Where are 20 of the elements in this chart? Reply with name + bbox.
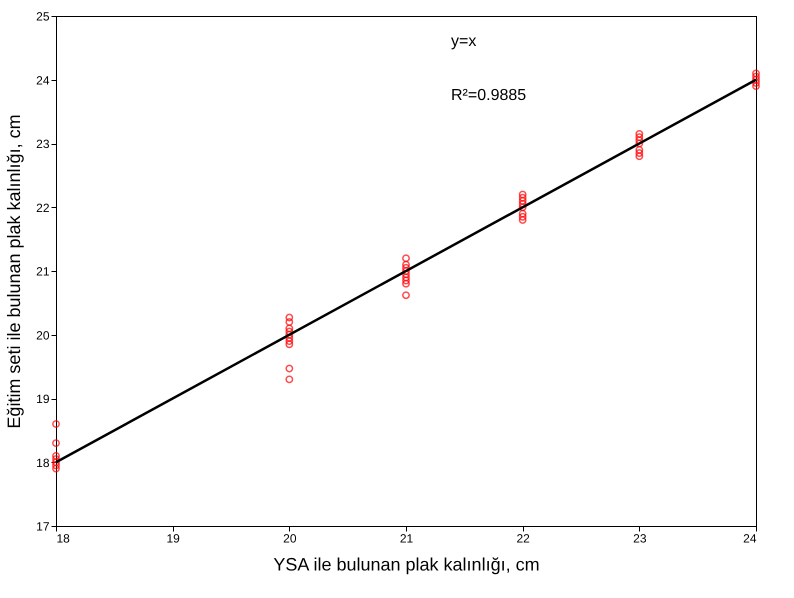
x-tick-label: 22 [516, 532, 530, 546]
y-tick-label: 20 [36, 328, 50, 342]
y-axis-title: Eğitim seti ile bulunan plak kalınlığı, cm [4, 114, 24, 429]
y-tick-label: 17 [36, 520, 50, 534]
y-tick-label: 21 [36, 264, 50, 278]
y-tick-label: 18 [36, 456, 50, 470]
y-tick-label: 23 [36, 137, 50, 151]
annotation: R²=0.9885 [451, 87, 526, 104]
annotation: y=x [451, 33, 476, 50]
y-tick-label: 24 [36, 73, 50, 88]
y-tick-label: 25 [36, 10, 50, 24]
x-axis-title: YSA ile bulunan plak kalınlığı, cm [273, 554, 540, 574]
x-tick-label: 19 [166, 532, 180, 546]
x-tick-label: 23 [633, 532, 647, 546]
x-tick-label: 24 [743, 532, 757, 546]
y-tick-label: 22 [36, 200, 50, 215]
x-tick-label: 21 [400, 532, 414, 546]
y-tick-label: 19 [36, 392, 50, 406]
x-tick-label: 20 [283, 532, 297, 546]
x-tick-label: 18 [56, 532, 70, 546]
